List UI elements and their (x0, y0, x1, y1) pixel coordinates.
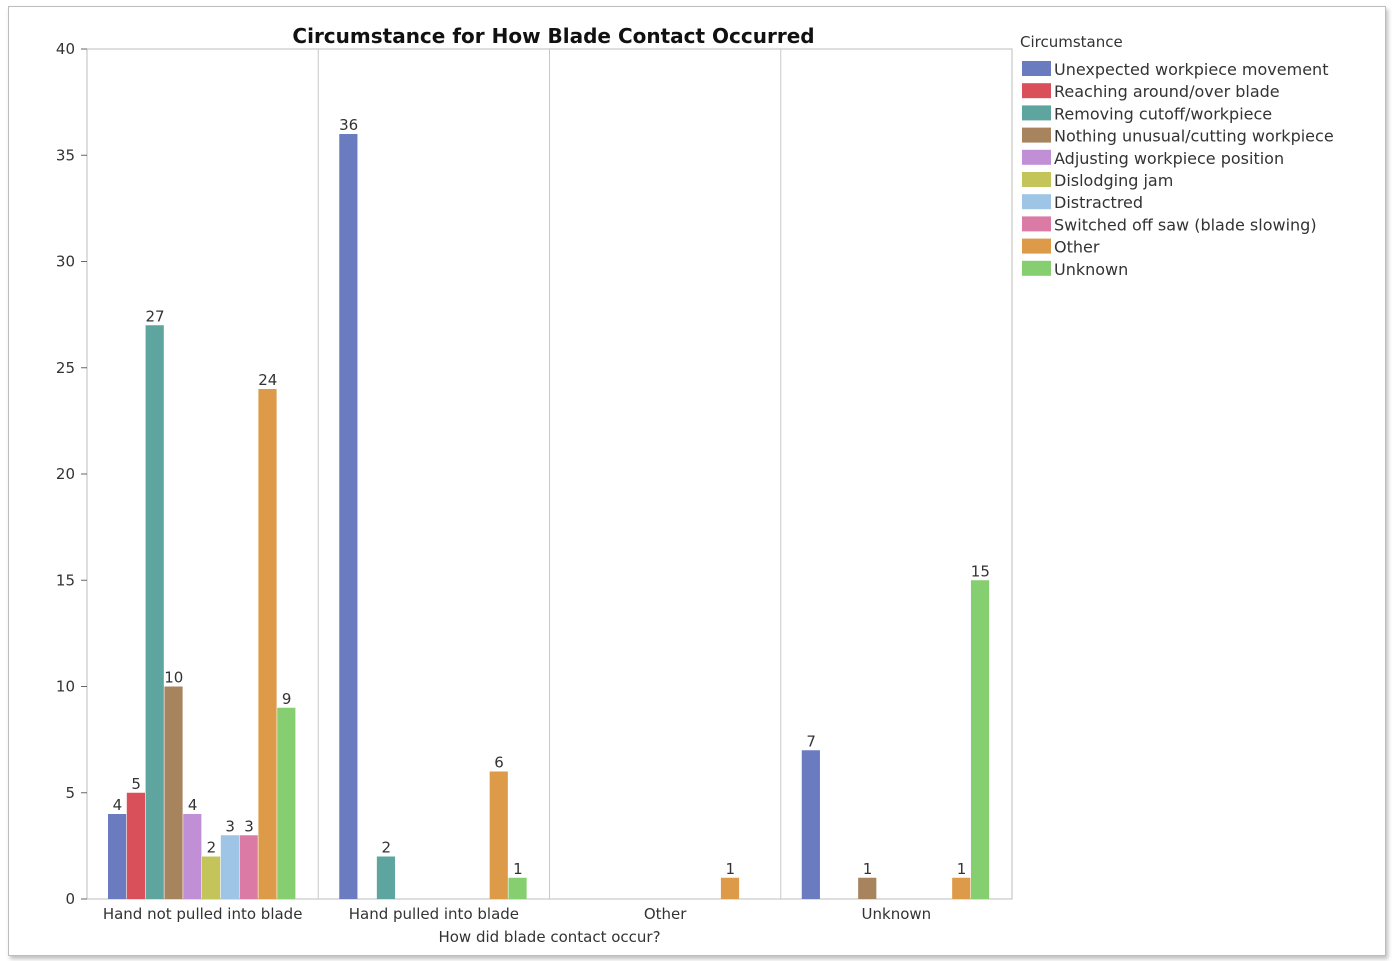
legend-swatch (1022, 149, 1051, 165)
bar (858, 877, 877, 899)
legend-label: Other (1054, 238, 1100, 257)
bar (220, 835, 239, 899)
data-label: 36 (339, 116, 358, 134)
legend-label: Unknown (1054, 260, 1128, 279)
x-category-label: Hand not pulled into blade (103, 905, 303, 923)
chart-frame (8, 6, 1386, 956)
bar (720, 877, 740, 899)
x-category-label: Hand pulled into blade (349, 905, 519, 923)
bar (277, 707, 296, 899)
data-label: 4 (188, 796, 198, 814)
data-label: 3 (244, 817, 254, 835)
bar (239, 835, 258, 899)
legend-swatch (1022, 127, 1051, 143)
bar (164, 686, 183, 899)
x-category-label: Unknown (862, 905, 932, 923)
legend-swatch (1022, 260, 1051, 276)
y-tick-label: 15 (56, 571, 75, 589)
bar (126, 792, 145, 899)
bar (108, 814, 127, 899)
legend-swatch (1022, 83, 1051, 99)
data-label: 3 (225, 817, 235, 835)
legend-label: Reaching around/over blade (1054, 82, 1280, 101)
chart-title: Circumstance for How Blade Contact Occur… (292, 24, 814, 48)
legend-title: Circumstance (1020, 33, 1123, 51)
legend-swatch (1022, 216, 1051, 232)
bar (145, 325, 164, 899)
x-axis-title: How did blade contact occur? (438, 928, 660, 946)
bar (801, 750, 820, 899)
y-tick-label: 20 (56, 465, 75, 483)
x-category-label: Other (644, 905, 687, 923)
y-tick-label: 0 (65, 890, 75, 908)
bar (508, 877, 527, 899)
data-label: 2 (207, 839, 217, 857)
data-label: 9 (282, 690, 292, 708)
legend: Circumstance Unexpected workpiece moveme… (1020, 33, 1334, 279)
data-label: 27 (145, 307, 164, 325)
y-tick-label: 25 (56, 359, 75, 377)
legend-swatch (1022, 238, 1051, 254)
legend-swatch (1022, 172, 1051, 187)
data-label: 1 (957, 860, 967, 878)
bar (183, 814, 202, 899)
x-axis: Hand not pulled into blade Hand pulled in… (103, 905, 931, 923)
y-axis: 0 5 10 15 20 25 30 35 40 (56, 40, 87, 908)
bar (376, 856, 396, 899)
legend-swatch (1022, 194, 1051, 210)
y-tick-label: 30 (56, 253, 75, 271)
y-tick-label: 5 (65, 784, 75, 802)
y-tick-label: 40 (56, 40, 75, 58)
data-label: 1 (726, 860, 736, 878)
bar (258, 389, 277, 899)
data-label: 4 (113, 796, 123, 814)
legend-label: Distractred (1054, 193, 1143, 212)
legend-label: Switched off saw (blade slowing) (1054, 215, 1317, 234)
bar (202, 856, 221, 899)
legend-label: Unexpected workpiece movement (1054, 60, 1328, 79)
legend-label: Adjusting workpiece position (1054, 149, 1284, 168)
data-label: 15 (971, 562, 990, 580)
y-tick-label: 10 (56, 678, 75, 696)
data-label: 7 (806, 732, 816, 750)
data-label: 2 (381, 839, 391, 857)
data-label: 1 (513, 860, 523, 878)
bar (339, 134, 358, 899)
data-label: 10 (164, 669, 183, 687)
legend-label: Removing cutoff/workpiece (1054, 104, 1272, 123)
plot-area (86, 48, 1013, 900)
bar (489, 771, 508, 899)
legend-label: Dislodging jam (1054, 171, 1173, 190)
y-tick-label: 35 (56, 146, 75, 164)
bar (952, 877, 971, 899)
data-label: 1 (863, 860, 873, 878)
bars (108, 134, 990, 899)
data-label: 5 (131, 775, 141, 793)
legend-label: Nothing unusual/cutting workpiece (1054, 127, 1334, 146)
legend-swatch (1022, 61, 1051, 76)
data-label: 6 (494, 754, 504, 772)
data-label: 24 (258, 371, 277, 389)
legend-swatch (1022, 105, 1051, 121)
bar (970, 580, 990, 899)
